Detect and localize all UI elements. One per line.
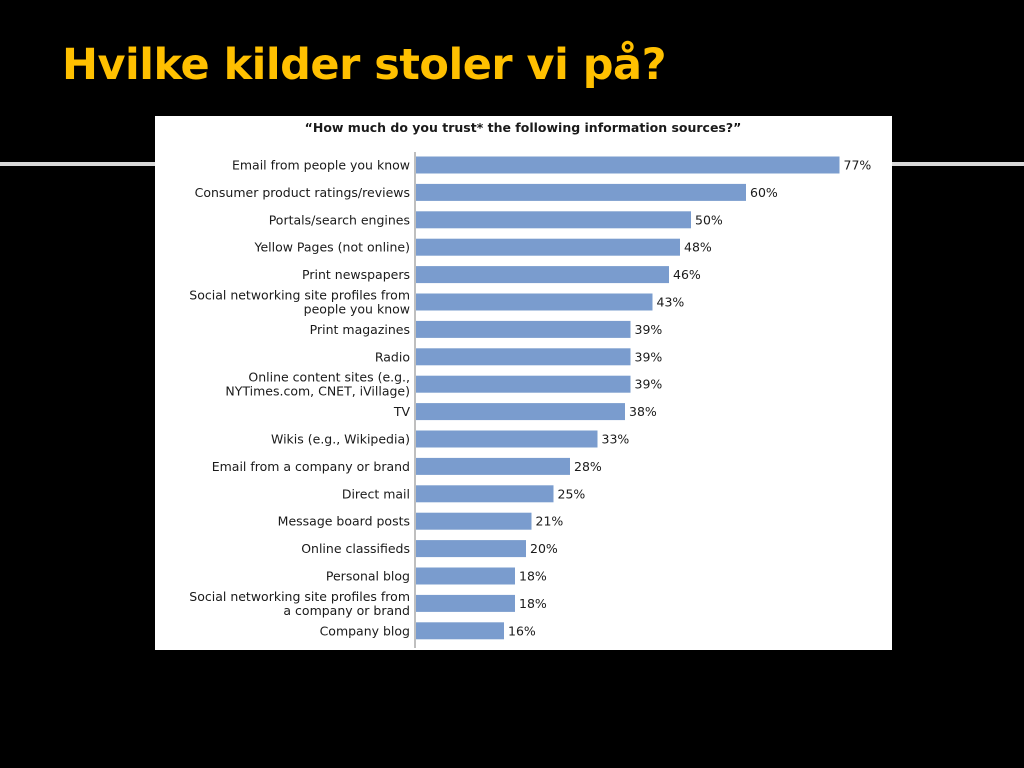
bars-group <box>416 156 840 640</box>
category-label-7: Radio <box>375 349 410 364</box>
value-label-15: 18% <box>519 569 547 584</box>
value-label-10: 33% <box>602 432 630 447</box>
category-label-17: Company blog <box>320 623 410 638</box>
category-label-6: Print magazines <box>310 322 410 337</box>
category-label-15: Personal blog <box>326 569 410 584</box>
value-label-0: 77% <box>844 158 872 173</box>
value-label-5: 43% <box>657 295 685 310</box>
value-label-16: 18% <box>519 596 547 611</box>
category-label-line: Social networking site profiles from <box>189 589 410 604</box>
slide-title: Hvilke kilder stoler vi på? <box>62 40 667 90</box>
category-label-line: people you know <box>304 302 410 317</box>
category-label-10: Wikis (e.g., Wikipedia) <box>271 432 410 447</box>
value-label-11: 28% <box>574 459 602 474</box>
bar-3 <box>416 238 680 256</box>
category-label-1: Consumer product ratings/reviews <box>195 185 410 200</box>
category-label-4: Print newspapers <box>302 267 410 282</box>
bar-7 <box>416 348 631 366</box>
category-label-11: Email from a company or brand <box>212 459 410 474</box>
value-label-4: 46% <box>673 267 701 282</box>
category-label-0: Email from people you know <box>232 158 410 173</box>
category-label-line: a company or brand <box>283 603 410 618</box>
bar-12 <box>416 485 554 503</box>
category-label-8: Online content sites (e.g., NYTimes.com, … <box>225 370 410 399</box>
category-label-16: Social networking site profiles from a co… <box>189 589 410 618</box>
category-label-9: TV <box>393 404 411 419</box>
category-label-5: Social networking site profiles from peop… <box>189 288 410 317</box>
bar-0 <box>416 156 840 174</box>
value-label-13: 21% <box>536 514 564 529</box>
category-label-2: Portals/search engines <box>269 212 410 227</box>
value-label-3: 48% <box>684 240 712 255</box>
bar-15 <box>416 567 515 585</box>
bar-chart: “How much do you trust* the following in… <box>189 120 871 648</box>
bar-10 <box>416 430 598 448</box>
value-label-8: 39% <box>635 377 663 392</box>
bar-1 <box>416 183 746 201</box>
value-label-17: 16% <box>508 623 536 638</box>
value-label-1: 60% <box>750 185 778 200</box>
bar-13 <box>416 512 532 530</box>
category-label-14: Online classifieds <box>301 541 410 556</box>
bar-5 <box>416 293 653 311</box>
bar-16 <box>416 594 515 612</box>
value-label-9: 38% <box>629 404 657 419</box>
value-label-6: 39% <box>635 322 663 337</box>
category-label-3: Yellow Pages (not online) <box>253 240 410 255</box>
bar-17 <box>416 622 504 640</box>
chart-panel: “How much do you trust* the following in… <box>155 116 892 650</box>
category-labels: Email from people you know Consumer produ… <box>189 158 410 639</box>
category-label-12: Direct mail <box>342 486 410 501</box>
bar-8 <box>416 375 631 393</box>
category-label-line: NYTimes.com, CNET, iVillage) <box>225 384 410 399</box>
value-label-7: 39% <box>635 349 663 364</box>
category-label-line: Social networking site profiles from <box>189 288 410 303</box>
bar-6 <box>416 320 631 338</box>
chart-title: “How much do you trust* the following in… <box>305 120 742 135</box>
value-label-14: 20% <box>530 541 558 556</box>
bar-2 <box>416 211 691 229</box>
category-label-line: Online content sites (e.g., <box>248 370 410 385</box>
value-label-2: 50% <box>695 212 723 227</box>
value-label-12: 25% <box>558 486 586 501</box>
bar-9 <box>416 403 625 421</box>
source-note: Forrester Research, december 2008 <box>583 708 825 725</box>
bar-14 <box>416 540 526 558</box>
category-label-13: Message board posts <box>278 514 410 529</box>
value-labels: 77% 60% 50% 48% 46% 43% 39% 39% 39% 38% 33%28% 25% 2… <box>508 158 871 639</box>
bar-4 <box>416 266 669 284</box>
bar-11 <box>416 457 570 475</box>
